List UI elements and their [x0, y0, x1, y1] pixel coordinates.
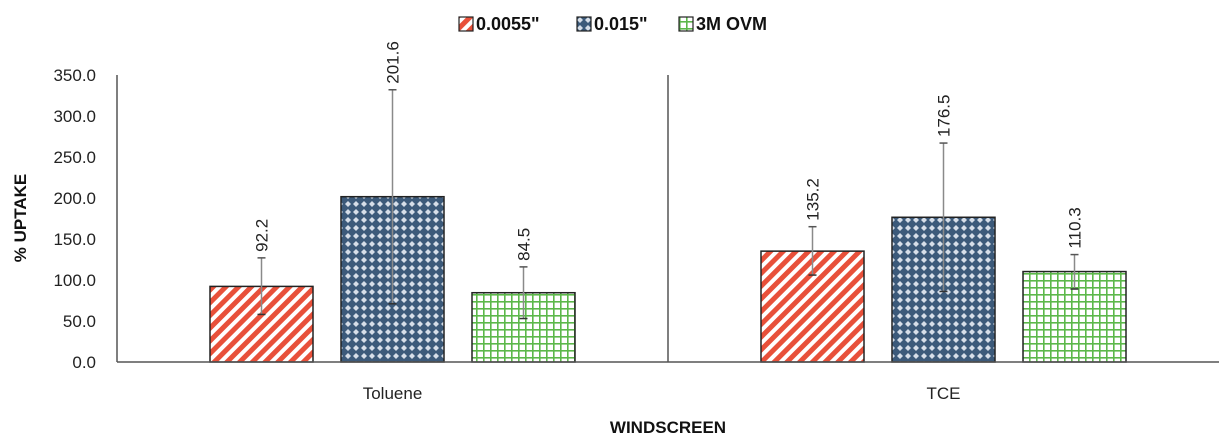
legend-label: 0.015" — [594, 14, 648, 34]
y-tick-label: 350.0 — [53, 66, 96, 85]
y-tick-label: 200.0 — [53, 189, 96, 208]
data-label: 176.5 — [935, 95, 954, 138]
legend-label: 0.0055" — [476, 14, 540, 34]
data-label: 84.5 — [515, 228, 534, 261]
data-label: 92.2 — [253, 219, 272, 252]
y-tick-label: 150.0 — [53, 230, 96, 249]
y-axis-title: % UPTAKE — [11, 174, 30, 262]
legend-swatch — [458, 16, 474, 32]
x-axis-title: WINDSCREEN — [610, 418, 726, 436]
y-tick-label: 100.0 — [53, 271, 96, 290]
y-tick-label: 300.0 — [53, 107, 96, 126]
data-label: 201.6 — [384, 41, 403, 84]
data-label: 135.2 — [804, 178, 823, 221]
legend: 0.0055" 0.015" 3M OVM — [458, 14, 767, 34]
y-axis: 0.0 50.0 100.0 150.0 200.0 250.0 300.0 350.0 — [53, 66, 118, 372]
x-tick-label: Toluene — [363, 384, 423, 403]
y-tick-label: 0.0 — [72, 353, 96, 372]
data-label: 110.3 — [1066, 207, 1085, 248]
x-axis: Toluene TCE — [117, 75, 1219, 403]
legend-swatch — [678, 16, 694, 32]
legend-swatch — [576, 16, 592, 32]
x-tick-label: TCE — [927, 384, 961, 403]
y-tick-label: 50.0 — [63, 312, 96, 331]
y-tick-label: 250.0 — [53, 148, 96, 167]
plot-area: 92.2 135.2 201.6 176.5 84.5 110.3 — [209, 41, 1127, 363]
legend-label: 3M OVM — [696, 14, 767, 34]
